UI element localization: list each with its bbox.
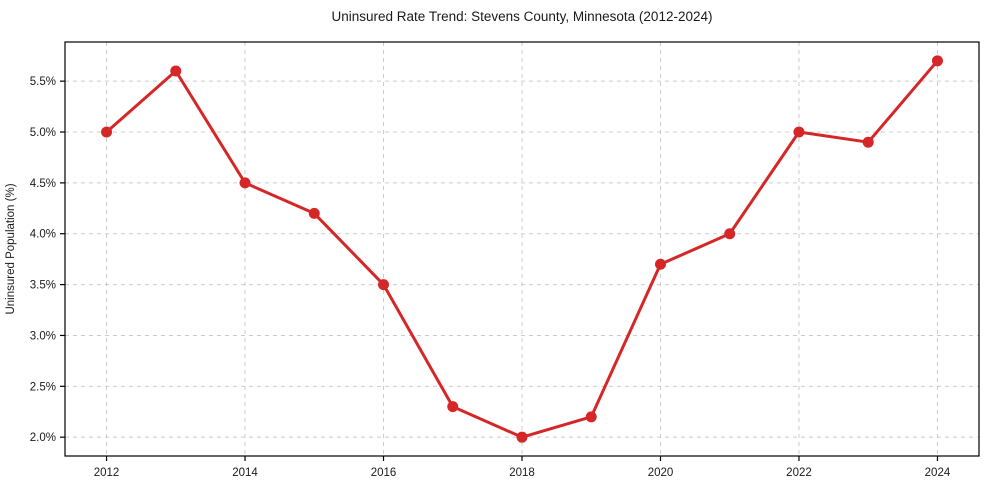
y-tick-label: 2.5%	[30, 381, 56, 393]
grid-layer	[65, 42, 979, 456]
data-point	[654, 258, 666, 270]
x-tick-label: 2014	[232, 467, 258, 479]
y-tick-label: 5.5%	[30, 76, 56, 88]
data-point	[239, 177, 251, 189]
data-point	[170, 65, 182, 77]
y-tick-label: 5.0%	[30, 127, 56, 139]
y-tick-label: 3.5%	[30, 280, 56, 292]
data-layer	[101, 55, 943, 443]
data-point	[724, 228, 736, 240]
y-tick-label: 4.5%	[30, 178, 56, 190]
y-tick-label: 4.0%	[30, 229, 56, 241]
data-point	[447, 401, 459, 413]
data-point	[793, 126, 805, 138]
data-point	[101, 126, 113, 138]
x-tick-label: 2018	[509, 467, 535, 479]
x-tick-label: 2012	[94, 467, 120, 479]
chart-title: Uninsured Rate Trend: Stevens County, Mi…	[332, 9, 713, 24]
data-point	[516, 431, 528, 443]
data-point	[378, 279, 390, 291]
x-tick-label: 2016	[371, 467, 397, 479]
data-point	[585, 411, 597, 423]
axes-layer: 2012 2014 2016 2018 2020 2022 2024 2.0% 2.5% 3.0%…	[30, 41, 980, 479]
y-tick-label: 3.0%	[30, 330, 56, 342]
y-axis-label: Uninsured Population (%)	[5, 183, 17, 314]
x-tick-label: 2020	[648, 467, 674, 479]
data-point	[308, 207, 320, 219]
x-tick-label: 2022	[786, 467, 812, 479]
data-point	[931, 55, 943, 67]
data-point	[862, 136, 874, 148]
y-tick-label: 2.0%	[30, 432, 56, 444]
x-tick-label: 2024	[925, 467, 951, 479]
plot-border	[64, 41, 980, 457]
